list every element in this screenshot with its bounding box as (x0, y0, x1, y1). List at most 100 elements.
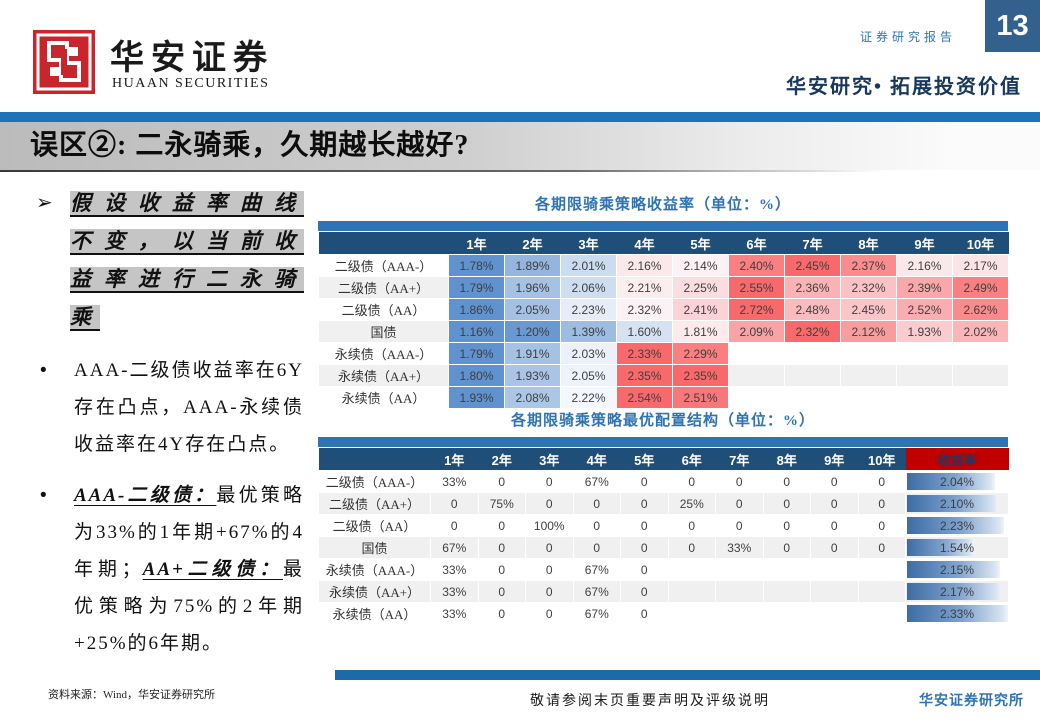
table-cell: 0 (715, 492, 764, 515)
plain-text: 最优策略为75%的2年期+25%的6年期。 (74, 559, 304, 654)
report-type-label: 证券研究报告 (859, 30, 956, 44)
bullet-item: • AAA-二级债收益率在6Y存在凸点，AAA-永续债收益率在4Y存在凸点。 (36, 352, 304, 463)
yield-cell: 2.15% (905, 558, 1009, 581)
table-cell: 2.40% (728, 254, 785, 277)
table-row: 永续债（AAA-） 1.79% 1.91% 2.03% 2.33% 2.29% (318, 342, 1009, 365)
table-cell: 67% (430, 536, 479, 559)
yield-cell: 2.04% (905, 470, 1009, 493)
row-label: 国债 (318, 320, 449, 343)
table-cell: 0 (810, 492, 859, 515)
column-header: 3年 (525, 448, 573, 471)
row-label: 永续债（AA+） (318, 364, 449, 387)
table-cell: 0 (525, 602, 574, 625)
bullet-text: AAA-二级债：最优策略为33%的1年期+67%的4年期；AA+二级债：最优策略… (74, 477, 304, 662)
footer-divider (335, 670, 1040, 680)
yield-cell: 1.54% (905, 536, 1009, 559)
dot-bullet-icon: • (40, 360, 47, 381)
column-header: 7年 (784, 232, 841, 255)
data-source-note: 资料来源：Wind，华安证券研究所 (48, 689, 215, 701)
table-cell: 1.60% (616, 320, 673, 343)
table-cell: 2.55% (728, 276, 785, 299)
table-cell: 0 (620, 470, 669, 493)
yield-column-header: 收益率 (905, 448, 1009, 471)
table-cell: 2.32% (840, 276, 897, 299)
allocation-table-divider (318, 437, 1008, 447)
table-cell: 1.80% (448, 364, 505, 387)
page-number-badge: 13 (985, 0, 1040, 52)
table-cell (810, 602, 859, 625)
table-cell: 2.08% (504, 386, 561, 409)
allocation-table: 1年 2年 3年 4年 5年 6年 7年 8年 9年 10年 收益率 二级债（AAA-） 33% 0 0 67… (318, 448, 1009, 625)
column-header: 9年 (810, 448, 858, 471)
row-label: 二级债（AAA-） (318, 470, 431, 493)
table-row: 二级债（AA+） 0 75% 0 0 0 25% 0 0 0 0 2.10% (318, 492, 1009, 515)
table-cell: 0 (620, 536, 669, 559)
column-header: 7年 (715, 448, 763, 471)
table-cell: 0 (667, 470, 716, 493)
table-row: 二级债（AA） 0 0 100% 0 0 0 0 0 0 0 2.23% (318, 514, 1009, 537)
table-cell: 2.36% (784, 276, 841, 299)
row-label: 二级债（AA） (318, 298, 449, 321)
returns-table: 1年 2年 3年 4年 5年 6年 7年 8年 9年 10年 二级债（AAA-） 1.78% 1.89%… (318, 232, 1009, 409)
yield-bar (907, 605, 1008, 622)
table-cell: 2.45% (840, 298, 897, 321)
table-cell: 0 (477, 602, 526, 625)
emphasis-text: AAA-二级债： (74, 485, 217, 506)
table-cell (840, 364, 897, 387)
table-cell: 33% (715, 536, 764, 559)
table-cell: 0 (620, 558, 669, 581)
plain-text: AAA-二级债收益率在6Y存在凸点，AAA-永续债收益率在4Y存在凸点。 (74, 360, 304, 455)
header-row: 1年 2年 3年 4年 5年 6年 7年 8年 9年 10年 (318, 232, 1009, 255)
table-cell: 0 (620, 580, 669, 603)
logo-company-name: 华安证券 (110, 40, 274, 77)
table-cell: 2.35% (616, 364, 673, 387)
table-cell: 0 (857, 536, 906, 559)
table-cell: 2.49% (952, 276, 1009, 299)
yield-value: 2.10% (939, 496, 975, 511)
table-cell: 2.32% (784, 320, 841, 343)
table-cell: 75% (477, 492, 526, 515)
table-cell: 1.93% (896, 320, 953, 343)
column-header: 2年 (478, 448, 526, 471)
corner-cell (318, 232, 449, 255)
table-row: 国债 1.16% 1.20% 1.39% 1.60% 1.81% 2.09% 2.32% 2.1… (318, 320, 1009, 343)
table-cell: 0 (525, 580, 574, 603)
table-cell: 67% (572, 558, 621, 581)
table-cell (784, 342, 841, 365)
table-cell (857, 558, 906, 581)
table-row: 永续债（AA+） 1.80% 1.93% 2.05% 2.35% 2.35% (318, 364, 1009, 387)
column-header: 6年 (668, 448, 716, 471)
table-cell: 1.20% (504, 320, 561, 343)
dot-bullet-icon: • (40, 485, 47, 506)
table-cell: 2.37% (840, 254, 897, 277)
yield-cell: 2.33% (905, 602, 1009, 625)
table-cell (857, 580, 906, 603)
table-cell: 0 (572, 492, 621, 515)
brand-slogan: 华安研究• 拓展投资价值 (785, 76, 1022, 98)
row-label: 永续债（AAA-） (318, 558, 431, 581)
table-cell: 0 (667, 514, 716, 537)
table-cell (896, 364, 953, 387)
table-cell: 2.01% (560, 254, 617, 277)
table-cell: 1.96% (504, 276, 561, 299)
column-header: 5年 (672, 232, 729, 255)
table-cell: 0 (525, 470, 574, 493)
table-cell: 2.17% (952, 254, 1009, 277)
row-label: 二级债（AA+） (318, 492, 431, 515)
table-cell: 0 (762, 536, 811, 559)
table-cell: 0 (762, 514, 811, 537)
table-cell (810, 558, 859, 581)
yield-bar (907, 517, 1004, 534)
table-cell (667, 558, 716, 581)
table-cell: 0 (715, 470, 764, 493)
plain-text: 最优策略为33%的1年期+67%的4年期； (74, 485, 304, 580)
row-label: 二级债（AA+） (318, 276, 449, 299)
table-cell: 1.79% (448, 342, 505, 365)
table-cell: 33% (430, 602, 479, 625)
yield-value: 2.17% (939, 584, 975, 599)
column-header: 4年 (616, 232, 673, 255)
header-row: 1年 2年 3年 4年 5年 6年 7年 8年 9年 10年 收益率 (318, 448, 1009, 471)
table-cell: 0 (810, 514, 859, 537)
footer-institute: 华安证券研究所 (919, 694, 1024, 709)
bullet-item: • AAA-二级债：最优策略为33%的1年期+67%的4年期；AA+二级债：最优策… (36, 477, 304, 662)
